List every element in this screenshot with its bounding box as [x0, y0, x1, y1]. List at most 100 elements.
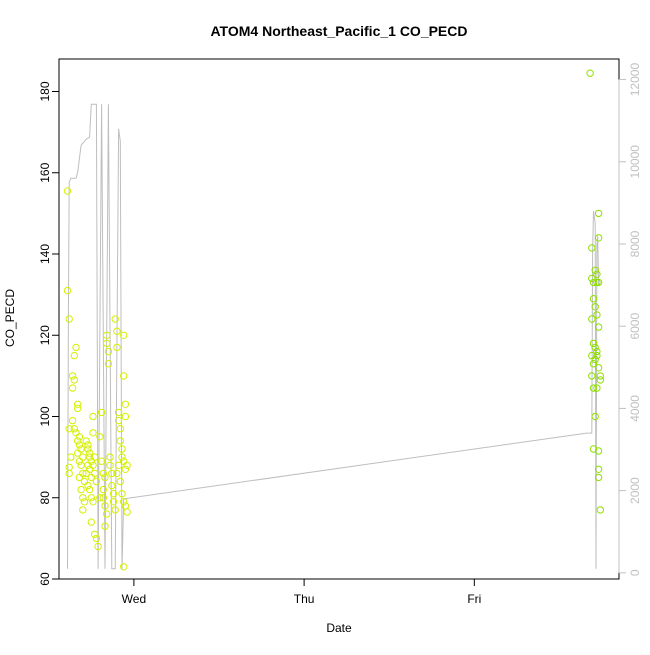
data-point [101, 502, 109, 510]
data-point [63, 286, 72, 295]
data-point [101, 473, 109, 482]
data-point [103, 339, 111, 348]
data-point [111, 506, 119, 514]
data-point [84, 461, 92, 469]
data-point [70, 376, 79, 384]
data-point [68, 384, 77, 392]
data-point [594, 234, 603, 242]
data-point [87, 494, 96, 502]
data-point [594, 447, 603, 455]
data-point [121, 400, 130, 408]
data-point [114, 461, 123, 469]
data-point [591, 412, 599, 421]
data-point [79, 506, 87, 514]
data-point [89, 429, 97, 437]
line-layer [67, 103, 600, 570]
data-point [593, 311, 601, 319]
data-point [75, 433, 84, 441]
y-tick-label: 80 [38, 491, 52, 505]
y-right-tick-label: 12000 [628, 63, 642, 97]
data-point [103, 510, 111, 518]
data-point [593, 347, 601, 356]
data-point [589, 295, 598, 303]
data-point [68, 372, 77, 380]
y-tick-label: 160 [38, 162, 52, 182]
data-point [85, 449, 94, 457]
data-point [97, 408, 106, 417]
data-point [85, 453, 94, 461]
data-point [109, 490, 118, 498]
data-point [116, 477, 125, 486]
data-point [593, 351, 601, 360]
data-point [82, 469, 90, 478]
data-point [114, 416, 123, 425]
data-point [591, 303, 599, 311]
data-point [594, 473, 603, 482]
data-point [591, 343, 599, 352]
data-point [77, 485, 85, 494]
data-point [92, 477, 101, 486]
y-right-tick-label: 0 [628, 569, 642, 576]
data-point [106, 453, 114, 461]
data-point [104, 347, 113, 356]
data-point [123, 508, 131, 516]
data-point [92, 534, 101, 543]
x-axis-label: Date [326, 621, 352, 635]
data-point [70, 425, 79, 433]
data-point [594, 209, 603, 218]
data-point [99, 485, 108, 494]
data-point [74, 449, 82, 457]
data-point [113, 327, 121, 335]
data-point [99, 494, 108, 502]
data-point [72, 429, 80, 437]
data-point [104, 360, 113, 368]
data-point [97, 457, 106, 465]
data-point [594, 465, 603, 473]
data-point [588, 274, 596, 283]
data-point [87, 518, 96, 526]
data-point [589, 278, 598, 287]
y-right-tick-label: 2000 [628, 477, 642, 504]
data-point [91, 530, 99, 538]
data-point [596, 506, 604, 514]
data-point [74, 404, 82, 413]
data-point [85, 485, 94, 494]
data-point [586, 69, 594, 77]
data-point [589, 445, 598, 453]
data-point [89, 498, 97, 506]
data-point [118, 445, 126, 453]
x-tick-label: Wed [122, 592, 146, 606]
data-point [116, 437, 125, 445]
data-point [106, 461, 114, 469]
data-point [74, 400, 82, 408]
data-point [588, 315, 596, 323]
data-point [65, 425, 73, 433]
data-point [70, 351, 79, 360]
data-point [593, 270, 601, 278]
data-point [596, 376, 604, 384]
data-point [121, 465, 130, 473]
data-point [91, 453, 99, 461]
data-point [63, 187, 72, 195]
y-right-tick-label: 6000 [628, 313, 642, 340]
data-point [120, 498, 128, 506]
y-right-tick-label: 4000 [628, 395, 642, 422]
data-point [591, 355, 599, 364]
data-point [118, 490, 126, 498]
data-point [99, 469, 108, 478]
data-point [96, 494, 104, 502]
y-tick-label: 120 [38, 325, 52, 345]
data-point [591, 266, 599, 274]
data-point [103, 331, 111, 339]
data-point [593, 384, 601, 392]
data-point [68, 416, 77, 425]
data-point [589, 339, 598, 348]
data-point [91, 469, 99, 478]
data-point [120, 563, 128, 571]
data-point [118, 453, 126, 461]
data-point [108, 481, 116, 490]
y-axis-left: 60 80 100 120 140 160 180 [38, 81, 59, 586]
data-point [108, 469, 116, 478]
